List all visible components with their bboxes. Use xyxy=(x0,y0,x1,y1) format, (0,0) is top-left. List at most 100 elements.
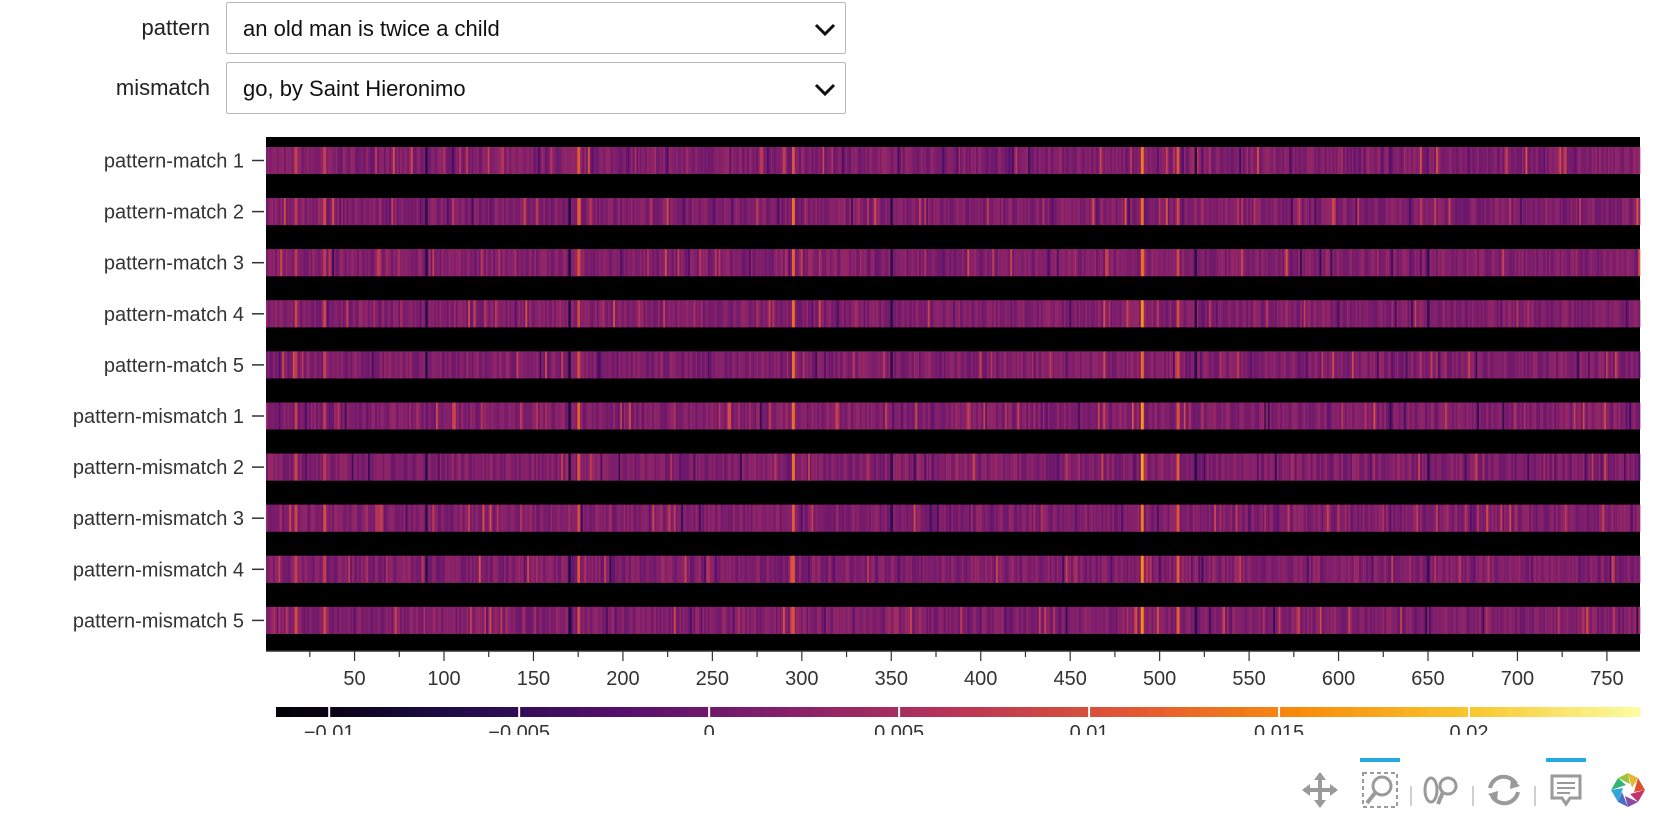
heatmap-cell xyxy=(1371,198,1374,226)
heatmap-cell xyxy=(280,402,283,430)
heatmap-cell xyxy=(512,147,515,174)
heatmap-cell xyxy=(1402,249,1405,277)
heatmap-cell xyxy=(595,351,598,379)
heatmap-cell xyxy=(927,402,931,430)
heatmap-cell xyxy=(1525,249,1528,277)
heatmap-cell xyxy=(555,198,558,226)
heatmap-cell xyxy=(1167,198,1170,226)
mismatch-select[interactable]: go, by Saint Hieronimo xyxy=(226,62,846,114)
heatmap-cell xyxy=(1012,147,1015,174)
heatmap-cell xyxy=(1047,402,1050,430)
heatmap-cell xyxy=(1255,147,1258,174)
heatmap-cell xyxy=(1051,300,1054,328)
heatmap-cell xyxy=(326,147,329,174)
heatmap-cell xyxy=(1597,300,1600,328)
heatmap-cell xyxy=(1419,198,1423,226)
heatmap-cell xyxy=(1309,147,1312,174)
heatmap-cell xyxy=(280,453,283,481)
heatmap-cell xyxy=(1203,249,1206,277)
heatmap-cell xyxy=(382,147,385,174)
heatmap-cell xyxy=(1622,147,1625,174)
heatmap-cell xyxy=(333,351,337,379)
heatmap-cell xyxy=(423,300,426,328)
heatmap-cell xyxy=(1573,351,1576,379)
heatmap-cell xyxy=(1530,198,1533,226)
pattern-label: pattern xyxy=(141,15,211,40)
heatmap-cell xyxy=(1080,300,1083,328)
heatmap-cell xyxy=(523,198,526,226)
heatmap-cell xyxy=(675,453,678,481)
heatmap-cell xyxy=(335,300,338,328)
heatmap-cell xyxy=(1326,402,1329,430)
heatmap-cell xyxy=(393,402,396,430)
heatmap-cell xyxy=(443,351,446,379)
heatmap-cell xyxy=(437,249,440,277)
heatmap-cell xyxy=(570,453,573,481)
heatmap-cell xyxy=(308,198,312,226)
heatmap-cell xyxy=(983,402,986,430)
heatmap-cell xyxy=(1545,351,1548,379)
heatmap-cell xyxy=(1525,147,1528,174)
heatmap-cell xyxy=(418,402,421,430)
heatmap-cell xyxy=(500,249,503,277)
heatmap-cell xyxy=(702,402,705,430)
heatmap-cell xyxy=(636,300,639,328)
heatmap-cell xyxy=(967,198,970,226)
heatmap-cell xyxy=(341,453,344,481)
heatmap-cell xyxy=(489,351,492,379)
heatmap-cell xyxy=(541,249,544,277)
heatmap-cell xyxy=(1487,147,1491,174)
heatmap-cell xyxy=(330,453,333,481)
heatmap-cell xyxy=(434,147,437,174)
heatmap-cell xyxy=(720,198,723,226)
heatmap-cell xyxy=(1226,351,1229,379)
heatmap-cell xyxy=(874,198,877,226)
heatmap-cell xyxy=(1600,300,1603,328)
heatmap-cell xyxy=(396,147,399,174)
heatmap-cell xyxy=(965,198,968,226)
heatmap-cell xyxy=(740,351,743,379)
heatmap-cell xyxy=(1457,351,1460,379)
mismatch-select-value: go, by Saint Hieronimo xyxy=(243,76,466,101)
heatmap-cell xyxy=(1527,147,1530,174)
heatmap-cell xyxy=(1412,147,1415,174)
heatmap-cell xyxy=(1584,402,1587,430)
heatmap-cell xyxy=(715,249,718,277)
heatmap-cell xyxy=(840,402,843,430)
heatmap-cell xyxy=(588,300,591,328)
heatmap-cell xyxy=(724,351,727,379)
heatmap-cell xyxy=(1563,147,1566,174)
heatmap-cell xyxy=(546,453,549,481)
heatmap-cell xyxy=(1060,198,1063,226)
heatmap-cell xyxy=(1087,249,1090,277)
pattern-select[interactable]: an old man is twice a child xyxy=(226,2,846,54)
heatmap-cell xyxy=(546,300,549,328)
heatmap-cell xyxy=(1602,351,1605,379)
heatmap-cell xyxy=(1010,249,1013,277)
heatmap-cell xyxy=(1273,249,1276,277)
heatmap-cell xyxy=(1289,198,1292,226)
heatmap-cell xyxy=(434,453,437,481)
heatmap-cell xyxy=(1317,147,1321,174)
heatmap-cell xyxy=(741,300,744,328)
heatmap-cell xyxy=(337,300,340,328)
heatmap-cell xyxy=(367,402,371,430)
heatmap-cell xyxy=(1325,402,1328,430)
heatmap-cell xyxy=(387,198,390,226)
heatmap-cell xyxy=(1486,147,1489,174)
heatmap-cell xyxy=(734,147,737,174)
heatmap-cell xyxy=(657,453,660,481)
heatmap-cell xyxy=(1035,249,1038,277)
heatmap-cell xyxy=(1276,147,1279,174)
heatmap-cell xyxy=(496,300,499,328)
heatmap-cell xyxy=(1459,402,1462,430)
heatmap-cell xyxy=(1393,351,1396,379)
heatmap-cell xyxy=(1566,198,1569,226)
heatmap-cell xyxy=(521,402,524,430)
heatmap-cell xyxy=(1078,249,1081,277)
heatmap-cell xyxy=(722,198,725,226)
heatmap-cell xyxy=(620,249,623,277)
heatmap-cell xyxy=(384,402,387,430)
heatmap-cell xyxy=(419,147,422,174)
